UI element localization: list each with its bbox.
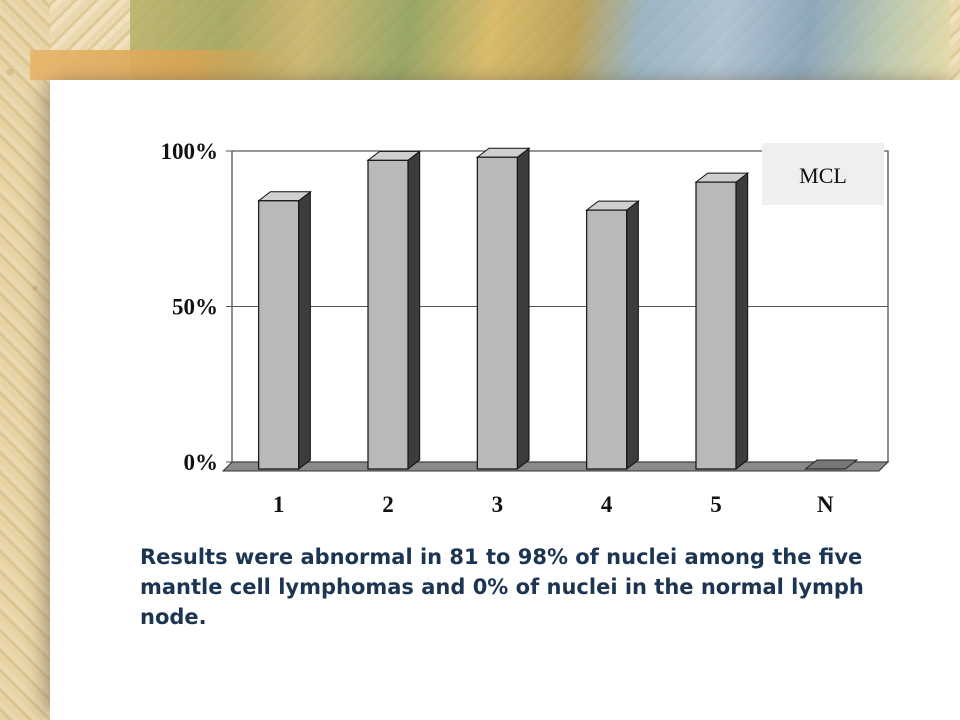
floor-plane bbox=[221, 461, 890, 472]
x-tick-label: 3 bbox=[492, 492, 504, 515]
y-tick-label: 0% bbox=[184, 450, 219, 475]
parchment-strip bbox=[0, 0, 50, 720]
bar bbox=[803, 459, 859, 470]
x-tick-label: 1 bbox=[273, 492, 285, 515]
x-tick-label: 5 bbox=[710, 492, 722, 515]
bar-side bbox=[407, 150, 421, 471]
x-tick-label: 4 bbox=[601, 492, 613, 515]
y-tick-label: 100% bbox=[161, 139, 219, 164]
bar bbox=[476, 156, 518, 470]
x-axis-labels: 1 2 3 4 5 N bbox=[273, 492, 834, 515]
caption-text: Results were abnormal in 81 to 98% of nu… bbox=[140, 545, 864, 629]
legend-label: MCL bbox=[799, 163, 847, 188]
bar bbox=[367, 159, 409, 470]
x-tick-label: 2 bbox=[382, 492, 394, 515]
bar bbox=[695, 181, 737, 470]
bar-side bbox=[735, 172, 749, 471]
x-tick-label: N bbox=[817, 492, 834, 515]
y-axis-ticks: 0% 50% 100% bbox=[161, 139, 219, 475]
banner-accent bbox=[30, 50, 300, 80]
bar-side bbox=[298, 190, 311, 471]
chart-floor bbox=[221, 461, 890, 472]
legend-box bbox=[762, 143, 884, 205]
bars bbox=[257, 147, 859, 471]
bar-side bbox=[626, 200, 639, 471]
y-tick-label: 50% bbox=[172, 295, 218, 320]
bar bbox=[586, 209, 628, 470]
bar-side bbox=[516, 147, 530, 471]
bar-chart: 0% 50% 100% 1 2 3 4 5 N MCL bbox=[161, 139, 890, 515]
legend: MCL bbox=[762, 143, 884, 205]
bar bbox=[258, 200, 300, 470]
